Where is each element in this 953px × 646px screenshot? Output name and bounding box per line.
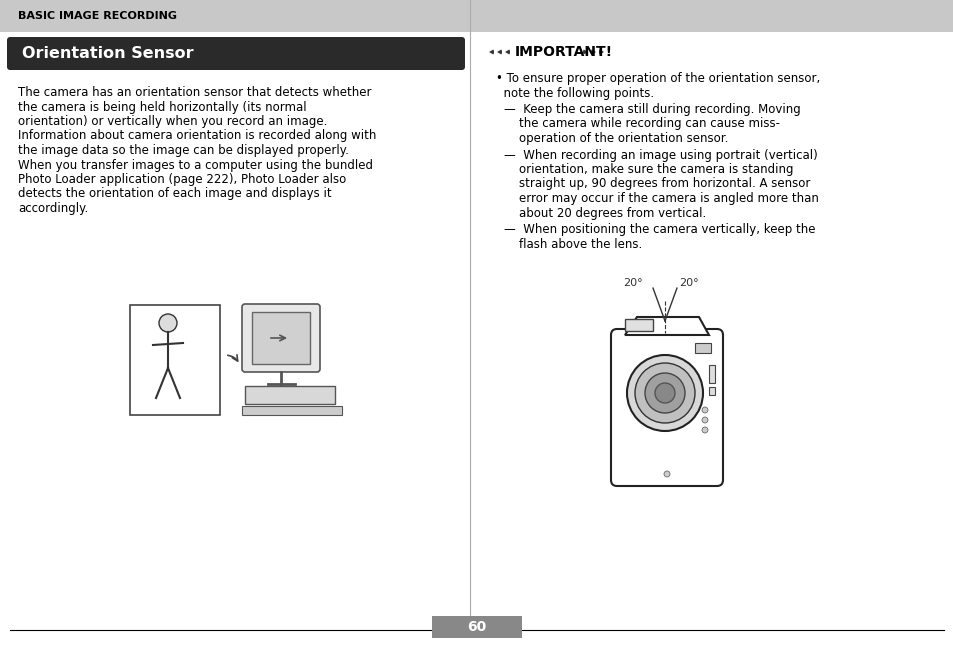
Text: 60: 60 — [467, 620, 486, 634]
Text: orientation) or vertically when you record an image.: orientation) or vertically when you reco… — [18, 115, 327, 128]
Text: detects the orientation of each image and displays it: detects the orientation of each image an… — [18, 187, 332, 200]
Bar — [0, 0, 953, 32]
Circle shape — [663, 471, 669, 477]
Text: straight up, 90 degrees from horizontal. A sensor: straight up, 90 degrees from horizontal.… — [503, 178, 809, 191]
Wedge shape — [504, 50, 510, 54]
Text: flash above the lens.: flash above the lens. — [503, 238, 641, 251]
Circle shape — [701, 407, 707, 413]
Bar — [130, 305, 220, 415]
Circle shape — [635, 363, 695, 423]
Text: the camera is being held horizontally (its normal: the camera is being held horizontally (i… — [18, 101, 306, 114]
Circle shape — [626, 355, 702, 431]
Text: —  When positioning the camera vertically, keep the: — When positioning the camera vertically… — [503, 223, 815, 236]
Polygon shape — [624, 317, 708, 335]
Text: the image data so the image can be displayed properly.: the image data so the image can be displ… — [18, 144, 349, 157]
Text: —  When recording an image using portrait (vertical): — When recording an image using portrait… — [503, 149, 817, 162]
Wedge shape — [497, 50, 501, 54]
Text: 20°: 20° — [622, 278, 642, 288]
Bar — [245, 386, 335, 404]
Circle shape — [701, 417, 707, 423]
Circle shape — [644, 373, 684, 413]
Text: • To ensure proper operation of the orientation sensor,: • To ensure proper operation of the orie… — [496, 72, 820, 85]
Text: The camera has an orientation sensor that detects whether: The camera has an orientation sensor tha… — [18, 86, 371, 99]
Circle shape — [655, 383, 675, 403]
Bar — [708, 387, 714, 395]
Text: BASIC IMAGE RECORDING: BASIC IMAGE RECORDING — [18, 11, 177, 21]
FancyBboxPatch shape — [242, 304, 319, 372]
Bar — [708, 365, 714, 383]
Bar — [240, 302, 345, 417]
Bar — [695, 343, 710, 353]
FancyBboxPatch shape — [610, 329, 722, 486]
Wedge shape — [489, 50, 494, 54]
Circle shape — [159, 314, 177, 332]
Text: —  Keep the camera still during recording. Moving: — Keep the camera still during recording… — [503, 103, 800, 116]
Bar — [432, 616, 521, 638]
Text: IMPORTANT!: IMPORTANT! — [515, 45, 613, 59]
Text: operation of the orientation sensor.: operation of the orientation sensor. — [503, 132, 727, 145]
Text: about 20 degrees from vertical.: about 20 degrees from vertical. — [503, 207, 705, 220]
Text: Information about camera orientation is recorded along with: Information about camera orientation is … — [18, 129, 376, 143]
FancyBboxPatch shape — [7, 37, 464, 70]
Text: the camera while recording can cause miss-: the camera while recording can cause mis… — [503, 118, 780, 130]
Text: 20°: 20° — [679, 278, 699, 288]
Bar — [624, 319, 652, 331]
Bar — [242, 406, 341, 415]
Text: error may occur if the camera is angled more than: error may occur if the camera is angled … — [503, 192, 818, 205]
Circle shape — [701, 427, 707, 433]
Wedge shape — [598, 50, 603, 54]
Text: note the following points.: note the following points. — [496, 87, 654, 99]
Bar — [252, 312, 310, 364]
Wedge shape — [582, 50, 587, 54]
Wedge shape — [590, 50, 596, 54]
Text: Photo Loader application (page 222), Photo Loader also: Photo Loader application (page 222), Pho… — [18, 173, 346, 186]
Text: orientation, make sure the camera is standing: orientation, make sure the camera is sta… — [503, 163, 793, 176]
Text: When you transfer images to a computer using the bundled: When you transfer images to a computer u… — [18, 158, 373, 171]
Text: Orientation Sensor: Orientation Sensor — [22, 47, 193, 61]
Text: accordingly.: accordingly. — [18, 202, 89, 215]
